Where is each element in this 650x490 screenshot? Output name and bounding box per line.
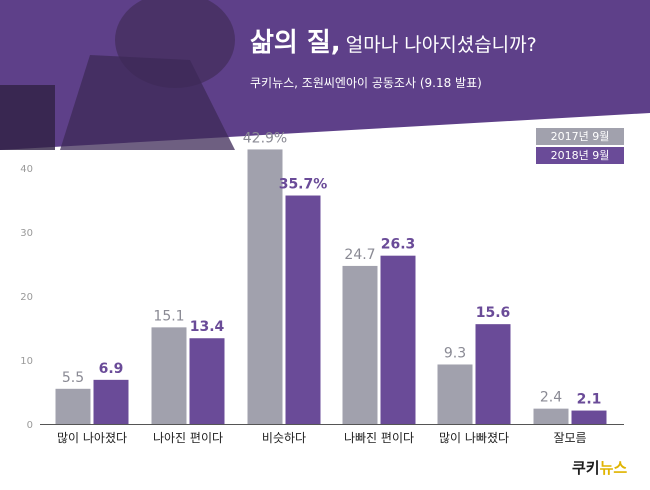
data-label-2017-4: 9.3: [444, 345, 466, 361]
category-label-2: 비슷하다: [262, 431, 306, 445]
bar-2017-1: [151, 327, 187, 424]
data-label-2017-3: 24.7: [344, 247, 375, 263]
data-label-2018-0: 6.9: [99, 361, 124, 377]
data-label-2017-0: 5.5: [62, 370, 84, 386]
y-tick-label-3: 30: [20, 228, 33, 239]
logo-text-accent: 뉴스: [599, 459, 628, 477]
bar-2018-4: [475, 324, 511, 424]
bar-2018-5: [571, 410, 607, 424]
bar-2018-0: [93, 379, 129, 424]
data-label-2018-2: 35.7%: [279, 177, 328, 193]
logo-text-main: 쿠키: [572, 459, 600, 477]
legend-2018: 2018년 9월: [536, 147, 624, 164]
bar-2018-1: [189, 338, 225, 424]
data-label-2018-3: 26.3: [381, 237, 416, 253]
bar-2018-3: [380, 255, 416, 424]
chart-title: 삶의 질, 얼마나 나아지셨습니까?: [250, 22, 537, 59]
category-label-1: 나아진 편이다: [153, 431, 223, 445]
data-label-2018-4: 15.6: [476, 305, 511, 321]
bar-2017-0: [55, 388, 91, 424]
category-label-3: 나빠진 편이다: [344, 431, 414, 445]
bar-2017-5: [533, 408, 569, 424]
header-banner: [0, 0, 650, 150]
data-label-2017-1: 15.1: [153, 308, 184, 324]
y-tick-label-1: 10: [20, 356, 33, 367]
y-tick-label-0: 0: [27, 420, 33, 431]
bar-2017-4: [437, 364, 473, 424]
category-label-0: 많이 나아졌다: [57, 431, 127, 445]
bar-2018-2: [285, 195, 321, 424]
bar-2017-2: [247, 149, 283, 424]
data-label-2018-5: 2.1: [577, 392, 602, 408]
category-label-4: 많이 나빠졌다: [439, 431, 509, 445]
chart-subtitle: 쿠키뉴스, 조원씨엔아이 공동조사 (9.18 발표): [250, 76, 482, 90]
category-label-5: 잘모름: [553, 431, 586, 445]
legend-2017: 2017년 9월: [536, 128, 624, 145]
data-label-2017-2: 42.9%: [243, 130, 287, 146]
chart-title-rest: 얼마나 나아지셨습니까?: [345, 34, 537, 56]
y-tick-label-4: 40: [20, 164, 33, 175]
bar-2017-3: [342, 265, 378, 424]
y-tick-label-2: 20: [20, 292, 33, 303]
data-label-2017-5: 2.4: [540, 390, 562, 406]
data-label-2018-1: 13.4: [190, 319, 225, 335]
kukinews-logo: 쿠키뉴스: [572, 457, 627, 478]
chart-title-bold: 삶의 질,: [250, 28, 341, 58]
